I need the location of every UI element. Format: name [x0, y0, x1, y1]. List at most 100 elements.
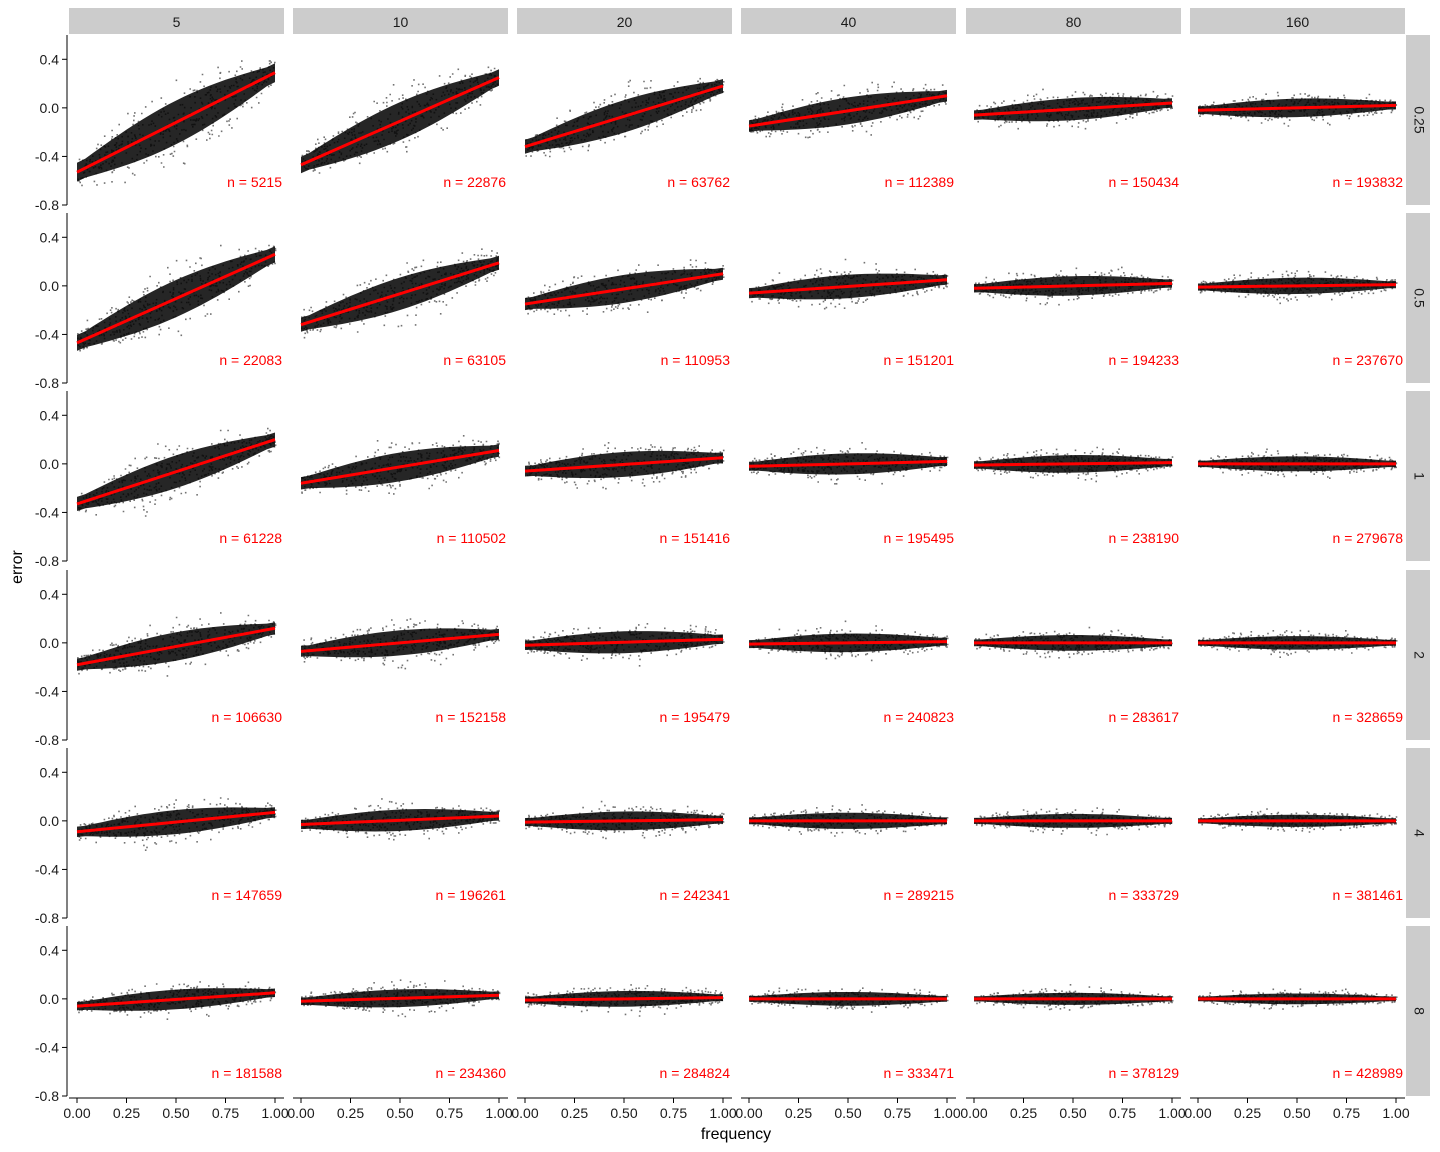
- col-strip-80: [966, 8, 1181, 34]
- fit-line: [524, 84, 724, 149]
- panel-r4-c0: n = 147659: [76, 797, 283, 903]
- x-tick-label: 1.00: [261, 1105, 288, 1121]
- x-tick-label: 0.50: [834, 1105, 861, 1121]
- y-tick-label: -0.4: [35, 1039, 59, 1055]
- panel-r2-c5: n = 279678: [1198, 448, 1403, 546]
- fit-line: [300, 76, 500, 167]
- x-tick-label: 0.50: [1059, 1105, 1086, 1121]
- col-strip-5: [69, 8, 284, 34]
- n-label: n = 428989: [1333, 1065, 1404, 1081]
- y-tick-label: 0.0: [40, 456, 60, 472]
- n-label: n = 237670: [1333, 352, 1404, 368]
- row-strip-label: 2: [1411, 651, 1427, 659]
- fit-line: [300, 449, 500, 485]
- x-tick-label: 0.25: [113, 1105, 140, 1121]
- panel-r5-c5: n = 428989: [1198, 988, 1404, 1081]
- y-tick-label: 0.0: [40, 278, 60, 294]
- fit-line: [300, 993, 500, 1003]
- y-tick-label: -0.8: [35, 197, 59, 213]
- n-label: n = 289215: [884, 887, 955, 903]
- panel-r5-c2: n = 284824: [524, 984, 731, 1081]
- col-strip-label: 5: [173, 14, 181, 30]
- panel-r3-c1: n = 152158: [300, 618, 506, 725]
- x-tick-label: 1.00: [1382, 1105, 1409, 1121]
- x-tick-label: 0.25: [1010, 1105, 1037, 1121]
- fit-line: [1197, 283, 1397, 289]
- n-label: n = 333729: [1109, 887, 1180, 903]
- panel-r0-c2: n = 63762: [524, 77, 730, 190]
- fit-line: [524, 818, 724, 824]
- n-label: n = 238190: [1109, 530, 1180, 546]
- x-tick-label: 0.00: [960, 1105, 987, 1121]
- n-label: n = 151416: [660, 530, 731, 546]
- x-tick-label: 0.75: [1333, 1105, 1360, 1121]
- fit-line: [300, 632, 500, 653]
- n-label: n = 63762: [667, 174, 730, 190]
- row-strip-label: 1: [1411, 472, 1427, 480]
- y-tick-label: -0.4: [35, 326, 59, 342]
- fit-line: [748, 278, 948, 295]
- row-strip-label: 0.25: [1411, 106, 1427, 133]
- n-label: n = 147659: [212, 887, 283, 903]
- n-label: n = 61228: [219, 530, 282, 546]
- n-label: n = 333471: [884, 1065, 955, 1081]
- panel-r1-c3: n = 151201: [748, 258, 954, 368]
- n-label: n = 22083: [219, 352, 282, 368]
- y-tick-label: -0.4: [35, 683, 59, 699]
- panel-r0-c4: n = 150434: [973, 88, 1179, 190]
- panel-r1-c0: n = 22083: [76, 244, 282, 368]
- y-tick-label: 0.0: [40, 100, 60, 116]
- x-tick-label: 0.50: [162, 1105, 189, 1121]
- x-tick-label: 0.50: [610, 1105, 637, 1121]
- fit-line: [973, 101, 1173, 117]
- fit-line: [76, 438, 276, 506]
- x-tick-label: 0.00: [1184, 1105, 1211, 1121]
- fit-line: [1197, 103, 1397, 112]
- panel-r0-c5: n = 193832: [1197, 91, 1403, 190]
- panel-r0-c0: n = 5215: [76, 60, 282, 190]
- x-tick-label: 0.00: [511, 1105, 538, 1121]
- col-strip-label: 40: [841, 14, 857, 30]
- fit-line: [76, 991, 276, 1008]
- col-strip-40: [741, 8, 956, 34]
- x-tick-label: 1.00: [1158, 1105, 1185, 1121]
- panel-r5-c4: n = 378129: [974, 984, 1179, 1081]
- x-tick-label: 0.75: [1109, 1105, 1136, 1121]
- y-tick-label: -0.8: [35, 732, 59, 748]
- row-strip-1: [1406, 391, 1430, 561]
- col-strip-160: [1190, 8, 1405, 34]
- n-label: n = 181588: [212, 1065, 283, 1081]
- row-strip-label: 0.5: [1411, 288, 1427, 308]
- x-tick-label: 0.75: [660, 1105, 687, 1121]
- col-strip-label: 160: [1286, 14, 1310, 30]
- n-label: n = 328659: [1333, 709, 1404, 725]
- panel-r4-c3: n = 289215: [749, 804, 955, 903]
- x-tick-label: 0.25: [785, 1105, 812, 1121]
- fit-line: [524, 272, 724, 306]
- fit-line: [300, 814, 500, 826]
- y-tick-label: 0.4: [40, 942, 60, 958]
- fit-line: [973, 461, 1173, 467]
- n-label: n = 242341: [660, 887, 731, 903]
- n-label: n = 196261: [436, 887, 507, 903]
- n-label: n = 110502: [437, 530, 507, 546]
- col-strip-label: 80: [1066, 14, 1082, 30]
- fit-line: [524, 456, 724, 473]
- panel-r3-c5: n = 328659: [1198, 629, 1404, 725]
- x-tick-label: 0.75: [436, 1105, 463, 1121]
- y-tick-label: 0.0: [40, 813, 60, 829]
- y-tick-label: 0.4: [40, 586, 60, 602]
- y-tick-label: -0.8: [35, 910, 59, 926]
- n-label: n = 110953: [661, 352, 731, 368]
- x-axis-label: frequency: [701, 1126, 771, 1143]
- panel-r2-c1: n = 110502: [300, 435, 507, 546]
- fit-line: [748, 640, 948, 646]
- panel-r3-c2: n = 195479: [524, 623, 730, 725]
- n-label: n = 381461: [1333, 887, 1404, 903]
- row-strip-0.5: [1406, 213, 1430, 383]
- n-label: n = 284824: [660, 1065, 731, 1081]
- x-tick-label: 1.00: [485, 1105, 512, 1121]
- panel-r4-c1: n = 196261: [300, 798, 507, 903]
- n-label: n = 195495: [884, 530, 955, 546]
- x-tick-label: 1.00: [709, 1105, 736, 1121]
